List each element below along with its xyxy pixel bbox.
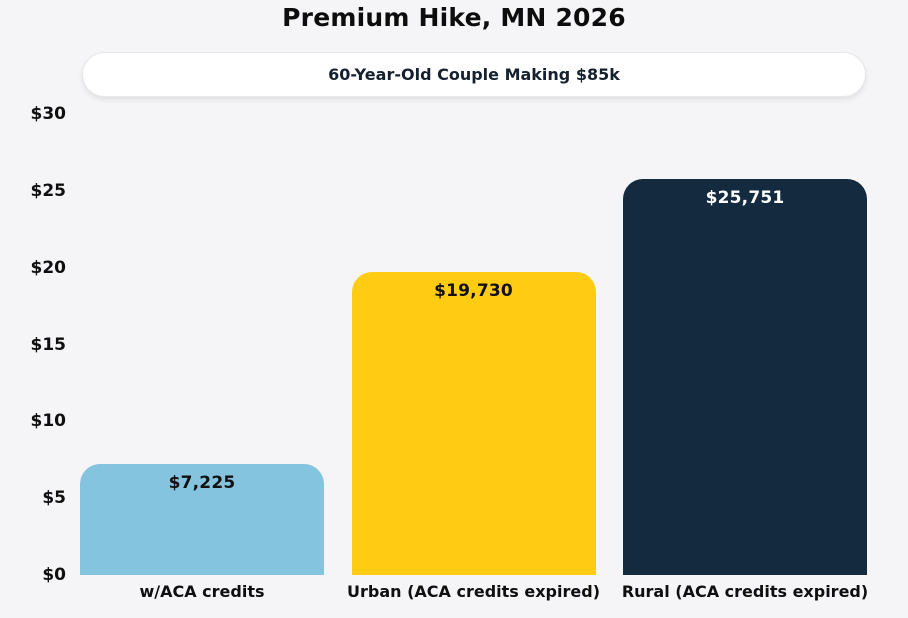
x-axis-label-w-aca-credits: w/ACA credits	[139, 582, 265, 601]
y-axis-tick-5: $5	[42, 488, 66, 509]
subtitle-text: 60-Year-Old Couple Making $85k	[328, 65, 620, 84]
subtitle-pill: 60-Year-Old Couple Making $85k	[82, 52, 866, 97]
bar-value-label-urban-aca-credits-expired: $19,730	[434, 280, 513, 301]
y-axis-tick-30: $30	[30, 104, 67, 124]
y-axis-tick-20: $20	[30, 257, 67, 278]
bar-w-aca-credits: $7,225	[80, 463, 324, 575]
bar-value-label-w-aca-credits: $7,225	[168, 472, 236, 493]
bar-rural-aca-credits-expired: $25,751	[623, 179, 867, 575]
y-axis-tick-25: $25	[30, 180, 67, 201]
x-axis-label-rural-aca-credits-expired: Rural (ACA credits expired)	[621, 582, 869, 601]
y-axis-tick-10: $10	[30, 411, 67, 432]
x-axis-label-urban-aca-credits-expired: Urban (ACA credits expired)	[346, 582, 601, 601]
y-axis-tick-0: $0	[42, 565, 66, 585]
chart-title: Premium Hike, MN 2026	[282, 3, 626, 32]
bar-urban-aca-credits-expired: $19,730	[351, 271, 596, 575]
bar-value-label-rural-aca-credits-expired: $25,751	[705, 188, 785, 209]
y-axis-tick-15: $15	[30, 334, 67, 355]
